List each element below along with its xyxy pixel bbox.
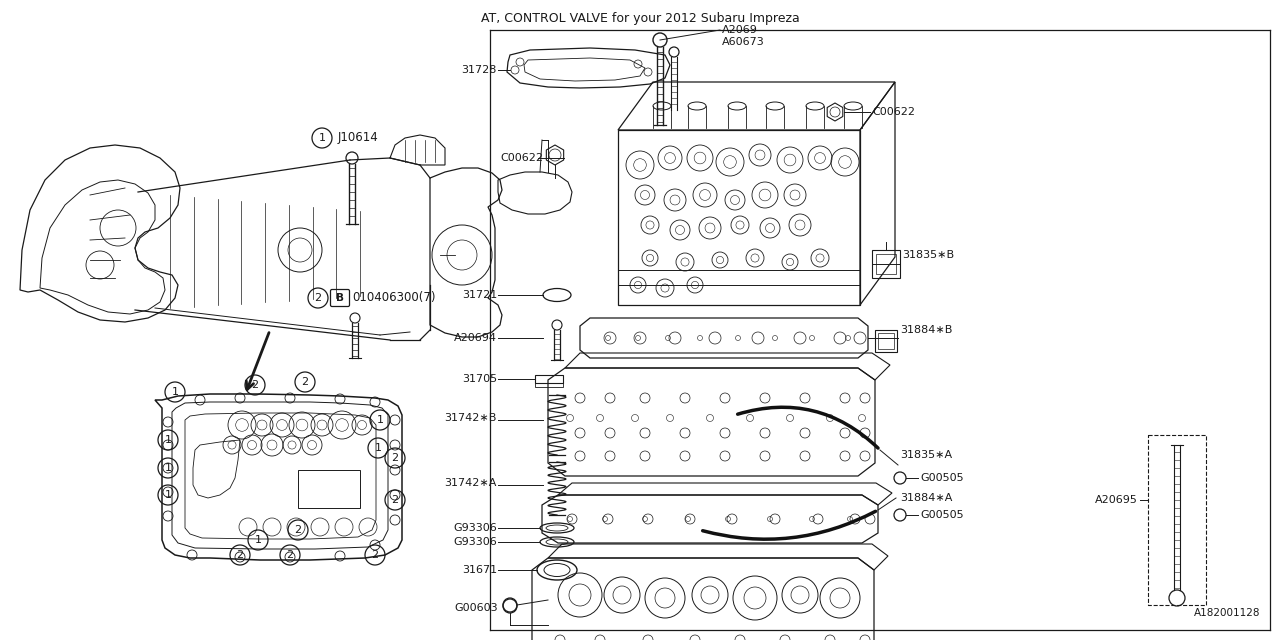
- Bar: [876, 254, 896, 274]
- Text: A182001128: A182001128: [1193, 608, 1260, 618]
- Text: B: B: [335, 293, 344, 303]
- Text: C00622: C00622: [500, 153, 543, 163]
- Text: 1: 1: [165, 435, 172, 445]
- Text: 2: 2: [251, 380, 259, 390]
- Text: G93306: G93306: [453, 523, 497, 533]
- Text: 31671: 31671: [462, 565, 497, 575]
- Text: A20694: A20694: [454, 333, 497, 343]
- Text: A20695: A20695: [1096, 495, 1138, 505]
- Text: 2: 2: [371, 550, 379, 560]
- Text: 1: 1: [319, 133, 325, 143]
- Text: 2: 2: [287, 550, 293, 560]
- Text: 31742∗A: 31742∗A: [444, 478, 497, 488]
- Bar: [535, 375, 563, 383]
- Text: 2: 2: [237, 550, 243, 560]
- Text: 010406300(7): 010406300(7): [352, 291, 435, 305]
- Text: 2: 2: [294, 525, 302, 535]
- Text: 31721: 31721: [462, 290, 497, 300]
- Bar: [535, 383, 563, 387]
- Bar: [1148, 435, 1206, 605]
- Text: 31742∗B: 31742∗B: [444, 413, 497, 423]
- Text: G00505: G00505: [920, 510, 964, 520]
- Bar: [878, 333, 893, 349]
- Text: 31835∗B: 31835∗B: [902, 250, 954, 260]
- Text: 1: 1: [255, 535, 261, 545]
- Text: 1: 1: [165, 490, 172, 500]
- Text: G93306: G93306: [453, 537, 497, 547]
- Text: 1: 1: [376, 415, 384, 425]
- Text: 2: 2: [392, 453, 398, 463]
- Text: A2069: A2069: [722, 25, 758, 35]
- Text: 31884∗A: 31884∗A: [900, 493, 952, 503]
- Text: C00622: C00622: [872, 107, 915, 117]
- Text: 2: 2: [301, 377, 308, 387]
- Text: AT, CONTROL VALVE for your 2012 Subaru Impreza: AT, CONTROL VALVE for your 2012 Subaru I…: [480, 12, 800, 25]
- Text: 1: 1: [375, 443, 381, 453]
- Bar: [872, 250, 900, 278]
- Text: G00505: G00505: [920, 473, 964, 483]
- Text: A60673: A60673: [722, 37, 764, 47]
- Text: 31728: 31728: [462, 65, 497, 75]
- Text: 2: 2: [392, 495, 398, 505]
- Text: 1: 1: [165, 463, 172, 473]
- Bar: [876, 330, 897, 352]
- Bar: [298, 470, 360, 508]
- Text: 31884∗B: 31884∗B: [900, 325, 952, 335]
- Text: J10614: J10614: [338, 131, 379, 145]
- Text: 1: 1: [172, 387, 178, 397]
- Text: 31835∗A: 31835∗A: [900, 450, 952, 460]
- Text: 2: 2: [315, 293, 321, 303]
- Text: G00603: G00603: [454, 603, 498, 613]
- Text: 31705: 31705: [462, 374, 497, 384]
